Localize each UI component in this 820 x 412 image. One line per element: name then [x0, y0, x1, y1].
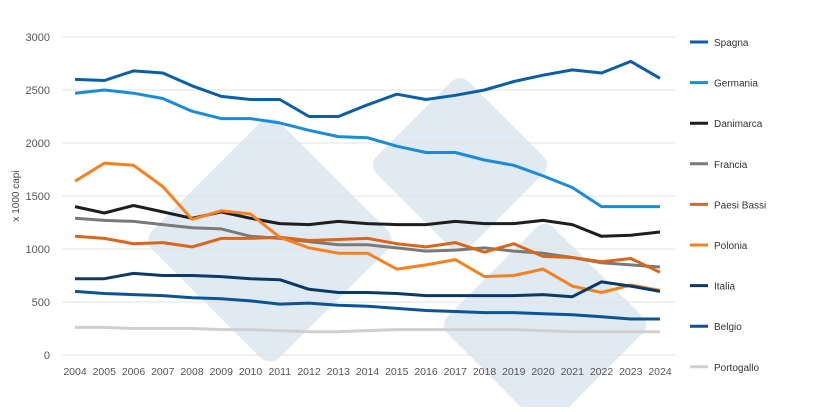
legend-label: Portogallo [714, 363, 759, 374]
x-tick-label: 2007 [151, 366, 175, 378]
series-line-polonia [74, 161, 661, 294]
x-tick-label: 2024 [648, 366, 672, 378]
x-tick-label: 2005 [93, 366, 117, 378]
x-tick-label: 2004 [63, 366, 87, 378]
legend-label: Spagna [714, 38, 749, 49]
x-tick-label: 2017 [444, 366, 468, 378]
series-line-belgio [74, 289, 660, 321]
y-tick-label: 2000 [26, 138, 50, 150]
y-axis-label: x 1000 capi [11, 170, 22, 221]
legend-label: Germania [714, 79, 758, 90]
x-tick-label: 2014 [356, 366, 380, 378]
x-tick-label: 2013 [327, 366, 351, 378]
y-tick-label: 1500 [26, 191, 50, 203]
legend-label: Polonia [714, 241, 748, 252]
series-line-portogallo [75, 325, 660, 334]
y-tick-label: 2500 [26, 85, 50, 97]
series-line-spagna [74, 59, 661, 118]
series-line-paesi-bassi [74, 234, 661, 274]
x-tick-label: 2011 [268, 366, 291, 378]
legend-label: Paesi Bassi [714, 200, 766, 211]
series-line-italia [75, 271, 661, 299]
x-tick-label: 2018 [473, 366, 497, 378]
x-tick-label: 2008 [180, 366, 204, 378]
x-tick-label: 2023 [619, 366, 643, 378]
x-tick-label: 2021 [561, 366, 585, 378]
x-tick-label: 2019 [502, 366, 526, 378]
watermark-logo [148, 78, 647, 412]
x-tick-label: 2022 [590, 366, 614, 378]
y-tick-label: 1000 [26, 244, 50, 256]
legend-label: Belgio [714, 322, 742, 333]
x-tick-label: 2016 [414, 366, 438, 378]
x-tick-label: 2015 [385, 366, 409, 378]
x-tick-label: 2006 [122, 366, 146, 378]
x-tick-label: 2012 [297, 366, 321, 378]
legend-label: Danimarca [714, 119, 763, 130]
series-line-germania [74, 88, 660, 209]
legend-label: Italia [714, 282, 736, 293]
y-tick-label: 500 [32, 297, 50, 309]
x-tick-label: 2020 [531, 366, 555, 378]
legend-label: Francia [714, 160, 748, 171]
series-line-danimarca [74, 204, 661, 238]
x-tick-label: 2009 [210, 366, 234, 378]
x-tick-label: 2010 [239, 366, 263, 378]
y-tick-label: 0 [44, 350, 50, 362]
y-tick-label: 3000 [26, 32, 50, 44]
